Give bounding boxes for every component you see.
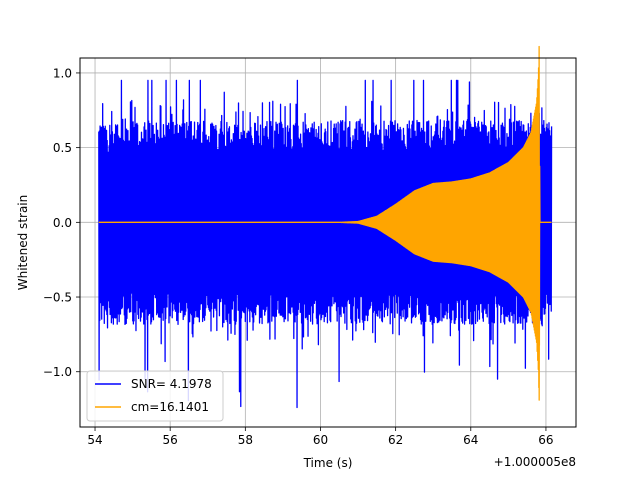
legend-label-cm: cm=16.1401 xyxy=(131,400,209,414)
y-tick-label: 1.0 xyxy=(53,66,72,80)
plot-series xyxy=(98,45,553,409)
y-tick-label: −0.5 xyxy=(43,291,72,305)
x-axis-label: Time (s) xyxy=(303,456,353,470)
x-tick-label: 60 xyxy=(313,433,328,447)
x-offset-label: +1.000005e8 xyxy=(494,455,576,469)
axes-frame xyxy=(79,57,577,428)
y-axis-label: Whitened strain xyxy=(16,195,30,291)
x-tick-label: 66 xyxy=(538,433,553,447)
x-tick-label: 64 xyxy=(463,433,478,447)
y-tick-label: 0.0 xyxy=(53,216,72,230)
y-tick-label: −1.0 xyxy=(43,365,72,379)
legend: SNR= 4.1978 cm=16.1401 xyxy=(86,370,224,422)
x-tick-label: 54 xyxy=(87,433,102,447)
y-tick-label: 0.5 xyxy=(53,141,72,155)
legend-label-snr: SNR= 4.1978 xyxy=(131,377,212,391)
x-tick-label: 56 xyxy=(163,433,178,447)
x-tick-label: 58 xyxy=(238,433,253,447)
series-line-cm xyxy=(98,45,552,401)
x-tick-label: 62 xyxy=(388,433,403,447)
ticks: 54 56 58 60 62 64 66 −1.0 −0.5 0.0 0.5 1.0 xyxy=(43,66,554,447)
